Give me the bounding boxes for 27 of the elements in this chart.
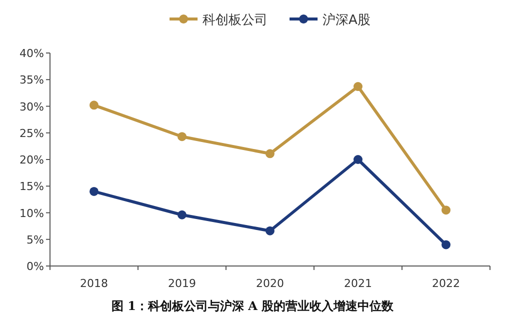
- legend-label: 科创板公司: [202, 13, 268, 28]
- y-tick-label: 5%: [26, 233, 44, 246]
- legend-label: 沪深A股: [322, 12, 370, 28]
- text: 图 1：科创板公司与沪深 A 股的营业收入增速中位数: [111, 299, 395, 313]
- point: [442, 240, 450, 250]
- point: [178, 132, 186, 142]
- point: [442, 206, 450, 215]
- x-tick-label: 2020: [256, 277, 284, 290]
- y-tick-label: 40%: [20, 47, 44, 60]
- point: [178, 210, 186, 220]
- y-tick-label: 35%: [20, 74, 44, 87]
- y-tick-label: 15%: [20, 180, 44, 194]
- x-tick-label: 2018: [80, 277, 108, 290]
- x-tick-label: 2021: [344, 277, 372, 290]
- x-tick-label: 2019: [168, 277, 196, 290]
- point: [354, 82, 362, 92]
- y-tick-label: 25%: [20, 126, 44, 140]
- x-tick-label: 2022: [432, 277, 460, 290]
- y-tick-label: 20%: [20, 154, 44, 166]
- point: [90, 186, 98, 196]
- point: [266, 149, 274, 158]
- point: [266, 226, 274, 236]
- y-tick-label: 10%: [20, 206, 44, 220]
- point: [354, 155, 362, 164]
- point: [90, 100, 98, 110]
- y-tick-label: 30%: [20, 100, 44, 114]
- y-tick-label: 0%: [26, 260, 44, 273]
